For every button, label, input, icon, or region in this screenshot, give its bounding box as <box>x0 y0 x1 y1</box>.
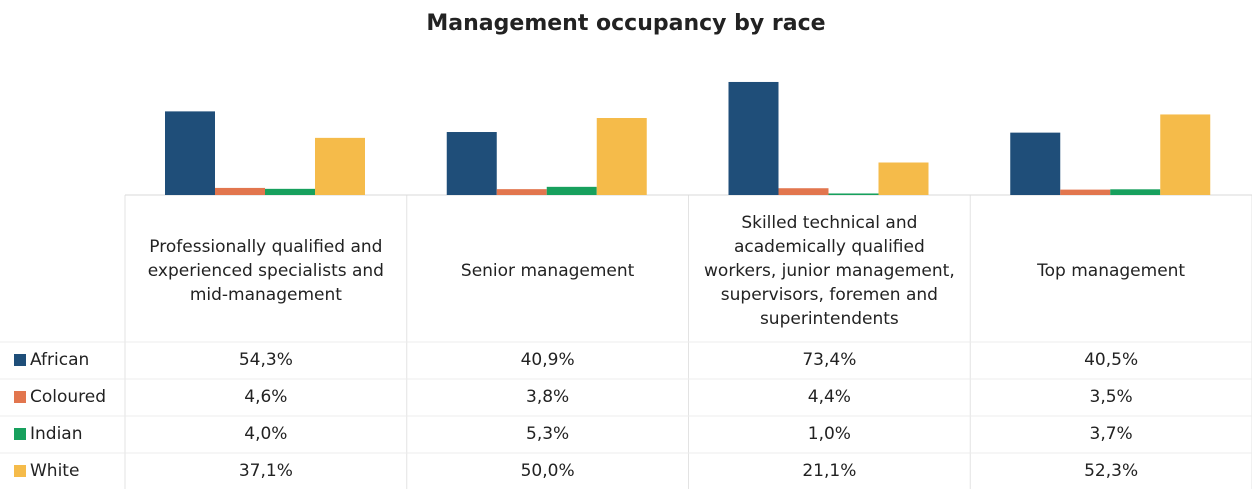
value-label: 3,8% <box>526 387 569 407</box>
bar <box>1060 189 1111 195</box>
value-label: 4,0% <box>244 424 287 444</box>
value-label: 37,1% <box>239 461 293 481</box>
value-label: 50,0% <box>521 461 575 481</box>
value-label: 73,4% <box>802 350 856 370</box>
legend-key <box>14 391 26 403</box>
value-label: 21,1% <box>802 461 856 481</box>
value-label: 3,5% <box>1090 387 1133 407</box>
bar <box>165 111 215 195</box>
bar <box>265 188 315 195</box>
value-label: 54,3% <box>239 350 293 370</box>
bar <box>496 189 547 195</box>
bar <box>728 81 779 195</box>
value-label: 1,0% <box>808 424 851 444</box>
bar <box>446 132 497 195</box>
category-label: Senior management <box>460 260 635 281</box>
bar <box>878 162 929 195</box>
bar <box>596 118 647 195</box>
bar <box>215 187 265 195</box>
bar <box>1010 132 1061 195</box>
legend-label: Indian <box>30 424 83 444</box>
bar <box>1110 189 1161 195</box>
category-label: Top management <box>1037 260 1186 281</box>
bar <box>1160 114 1211 195</box>
value-label: 4,4% <box>808 387 851 407</box>
value-label: 40,5% <box>1084 350 1138 370</box>
category-label: Professionally qualified and experienced… <box>147 236 384 305</box>
legend-key <box>14 465 26 477</box>
legend-key <box>14 354 26 366</box>
category-label: Skilled technical and academically quali… <box>704 212 955 329</box>
value-label: 4,6% <box>244 387 287 407</box>
bar <box>828 193 879 195</box>
bar <box>315 137 365 195</box>
legend-label: African <box>30 350 89 370</box>
legend-label: White <box>30 461 79 481</box>
bar <box>546 186 597 195</box>
legend-key <box>14 428 26 440</box>
legend-label: Coloured <box>30 387 106 407</box>
value-label: 52,3% <box>1084 461 1138 481</box>
bar <box>778 188 829 195</box>
value-label: 3,7% <box>1090 424 1133 444</box>
value-label: 5,3% <box>526 424 569 444</box>
value-label: 40,9% <box>521 350 575 370</box>
chart-title: Management occupancy by race <box>426 11 825 36</box>
